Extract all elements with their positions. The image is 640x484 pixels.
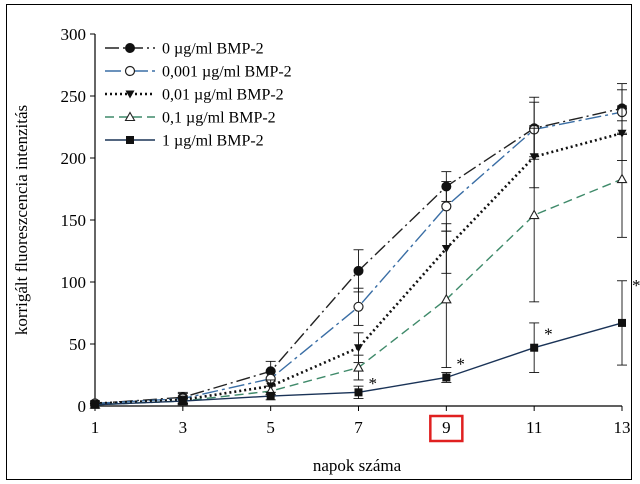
y-tick-label: 300 xyxy=(61,25,87,44)
data-point xyxy=(125,43,135,53)
data-point xyxy=(353,361,364,372)
legend-label: 0 µg/ml BMP-2 xyxy=(162,41,264,58)
data-point xyxy=(530,343,539,352)
x-tick-label: 13 xyxy=(614,418,631,437)
significance-marker: * xyxy=(544,325,553,344)
legend: 0 µg/ml BMP-2 0,001 µg/ml BMP-2 0,01 µg/ml… xyxy=(105,41,292,150)
chart-frame xyxy=(6,4,632,480)
legend-item: 0,001 µg/ml BMP-2 xyxy=(105,64,292,81)
data-point xyxy=(124,65,136,77)
data-point xyxy=(353,265,364,276)
x-tick-label: 3 xyxy=(179,418,188,437)
y-tick-label: 250 xyxy=(61,87,87,106)
legend-item: 0,01 µg/ml BMP-2 xyxy=(105,87,284,104)
data-point xyxy=(442,373,451,382)
data-point xyxy=(178,397,187,406)
data-point xyxy=(126,136,134,144)
series-layer: * * * * xyxy=(89,83,640,409)
data-point xyxy=(618,318,626,327)
x-axis-title: napok száma xyxy=(313,456,402,475)
y-axis-title: korrigált fluoreszcencia intenzitás xyxy=(12,105,31,335)
y-tick-label: 200 xyxy=(61,149,87,168)
data-point xyxy=(91,400,99,409)
data-point xyxy=(125,90,135,99)
data-point xyxy=(353,301,364,312)
legend-label: 0,001 µg/ml BMP-2 xyxy=(162,64,292,81)
data-point xyxy=(528,209,540,220)
highlight-box xyxy=(429,414,464,443)
significance-marker: * xyxy=(456,354,465,373)
data-point xyxy=(441,201,452,212)
legend-label: 0,1 µg/ml BMP-2 xyxy=(162,110,276,127)
x-tick-label: 11 xyxy=(526,418,542,437)
legend-label: 1 µg/ml BMP-2 xyxy=(162,133,264,150)
legend-item: 1 µg/ml BMP-2 xyxy=(105,133,264,150)
data-point xyxy=(354,388,363,397)
legend-item: 0 µg/ml BMP-2 xyxy=(105,41,264,58)
legend-label: 0,01 µg/ml BMP-2 xyxy=(162,87,284,104)
x-tick-label: 1 xyxy=(91,418,100,437)
x-tick-label: 9 xyxy=(442,418,451,437)
x-tick-label: 5 xyxy=(266,418,275,437)
y-tick-label: 100 xyxy=(61,273,87,292)
data-point xyxy=(354,344,363,353)
significance-marker: * xyxy=(632,276,640,295)
series xyxy=(90,280,627,409)
x-tick-label: 7 xyxy=(354,418,363,437)
y-tick-label: 150 xyxy=(61,211,87,230)
y-tick-label: 0 xyxy=(78,397,87,416)
data-point xyxy=(124,111,136,122)
data-point xyxy=(440,293,452,304)
y-tick-label: 50 xyxy=(69,335,86,354)
data-point xyxy=(266,392,275,401)
data-point xyxy=(616,173,628,184)
legend-item: 0,1 µg/ml BMP-2 xyxy=(105,110,276,127)
significance-marker: * xyxy=(369,374,378,393)
